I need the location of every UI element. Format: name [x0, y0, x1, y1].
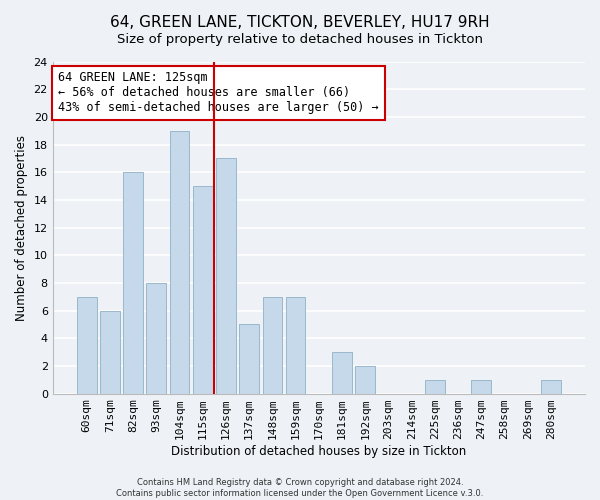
Bar — [146, 283, 166, 394]
Text: Contains HM Land Registry data © Crown copyright and database right 2024.
Contai: Contains HM Land Registry data © Crown c… — [116, 478, 484, 498]
Bar — [77, 296, 97, 394]
Text: 64 GREEN LANE: 125sqm
← 56% of detached houses are smaller (66)
43% of semi-deta: 64 GREEN LANE: 125sqm ← 56% of detached … — [58, 72, 379, 114]
Bar — [239, 324, 259, 394]
Bar — [332, 352, 352, 394]
Bar — [263, 296, 282, 394]
X-axis label: Distribution of detached houses by size in Tickton: Distribution of detached houses by size … — [171, 444, 466, 458]
Bar — [193, 186, 212, 394]
Bar — [286, 296, 305, 394]
Bar — [123, 172, 143, 394]
Bar — [425, 380, 445, 394]
Bar — [170, 130, 190, 394]
Y-axis label: Number of detached properties: Number of detached properties — [15, 134, 28, 320]
Bar — [472, 380, 491, 394]
Bar — [355, 366, 375, 394]
Text: 64, GREEN LANE, TICKTON, BEVERLEY, HU17 9RH: 64, GREEN LANE, TICKTON, BEVERLEY, HU17 … — [110, 15, 490, 30]
Bar — [541, 380, 561, 394]
Bar — [216, 158, 236, 394]
Bar — [100, 310, 120, 394]
Text: Size of property relative to detached houses in Tickton: Size of property relative to detached ho… — [117, 32, 483, 46]
